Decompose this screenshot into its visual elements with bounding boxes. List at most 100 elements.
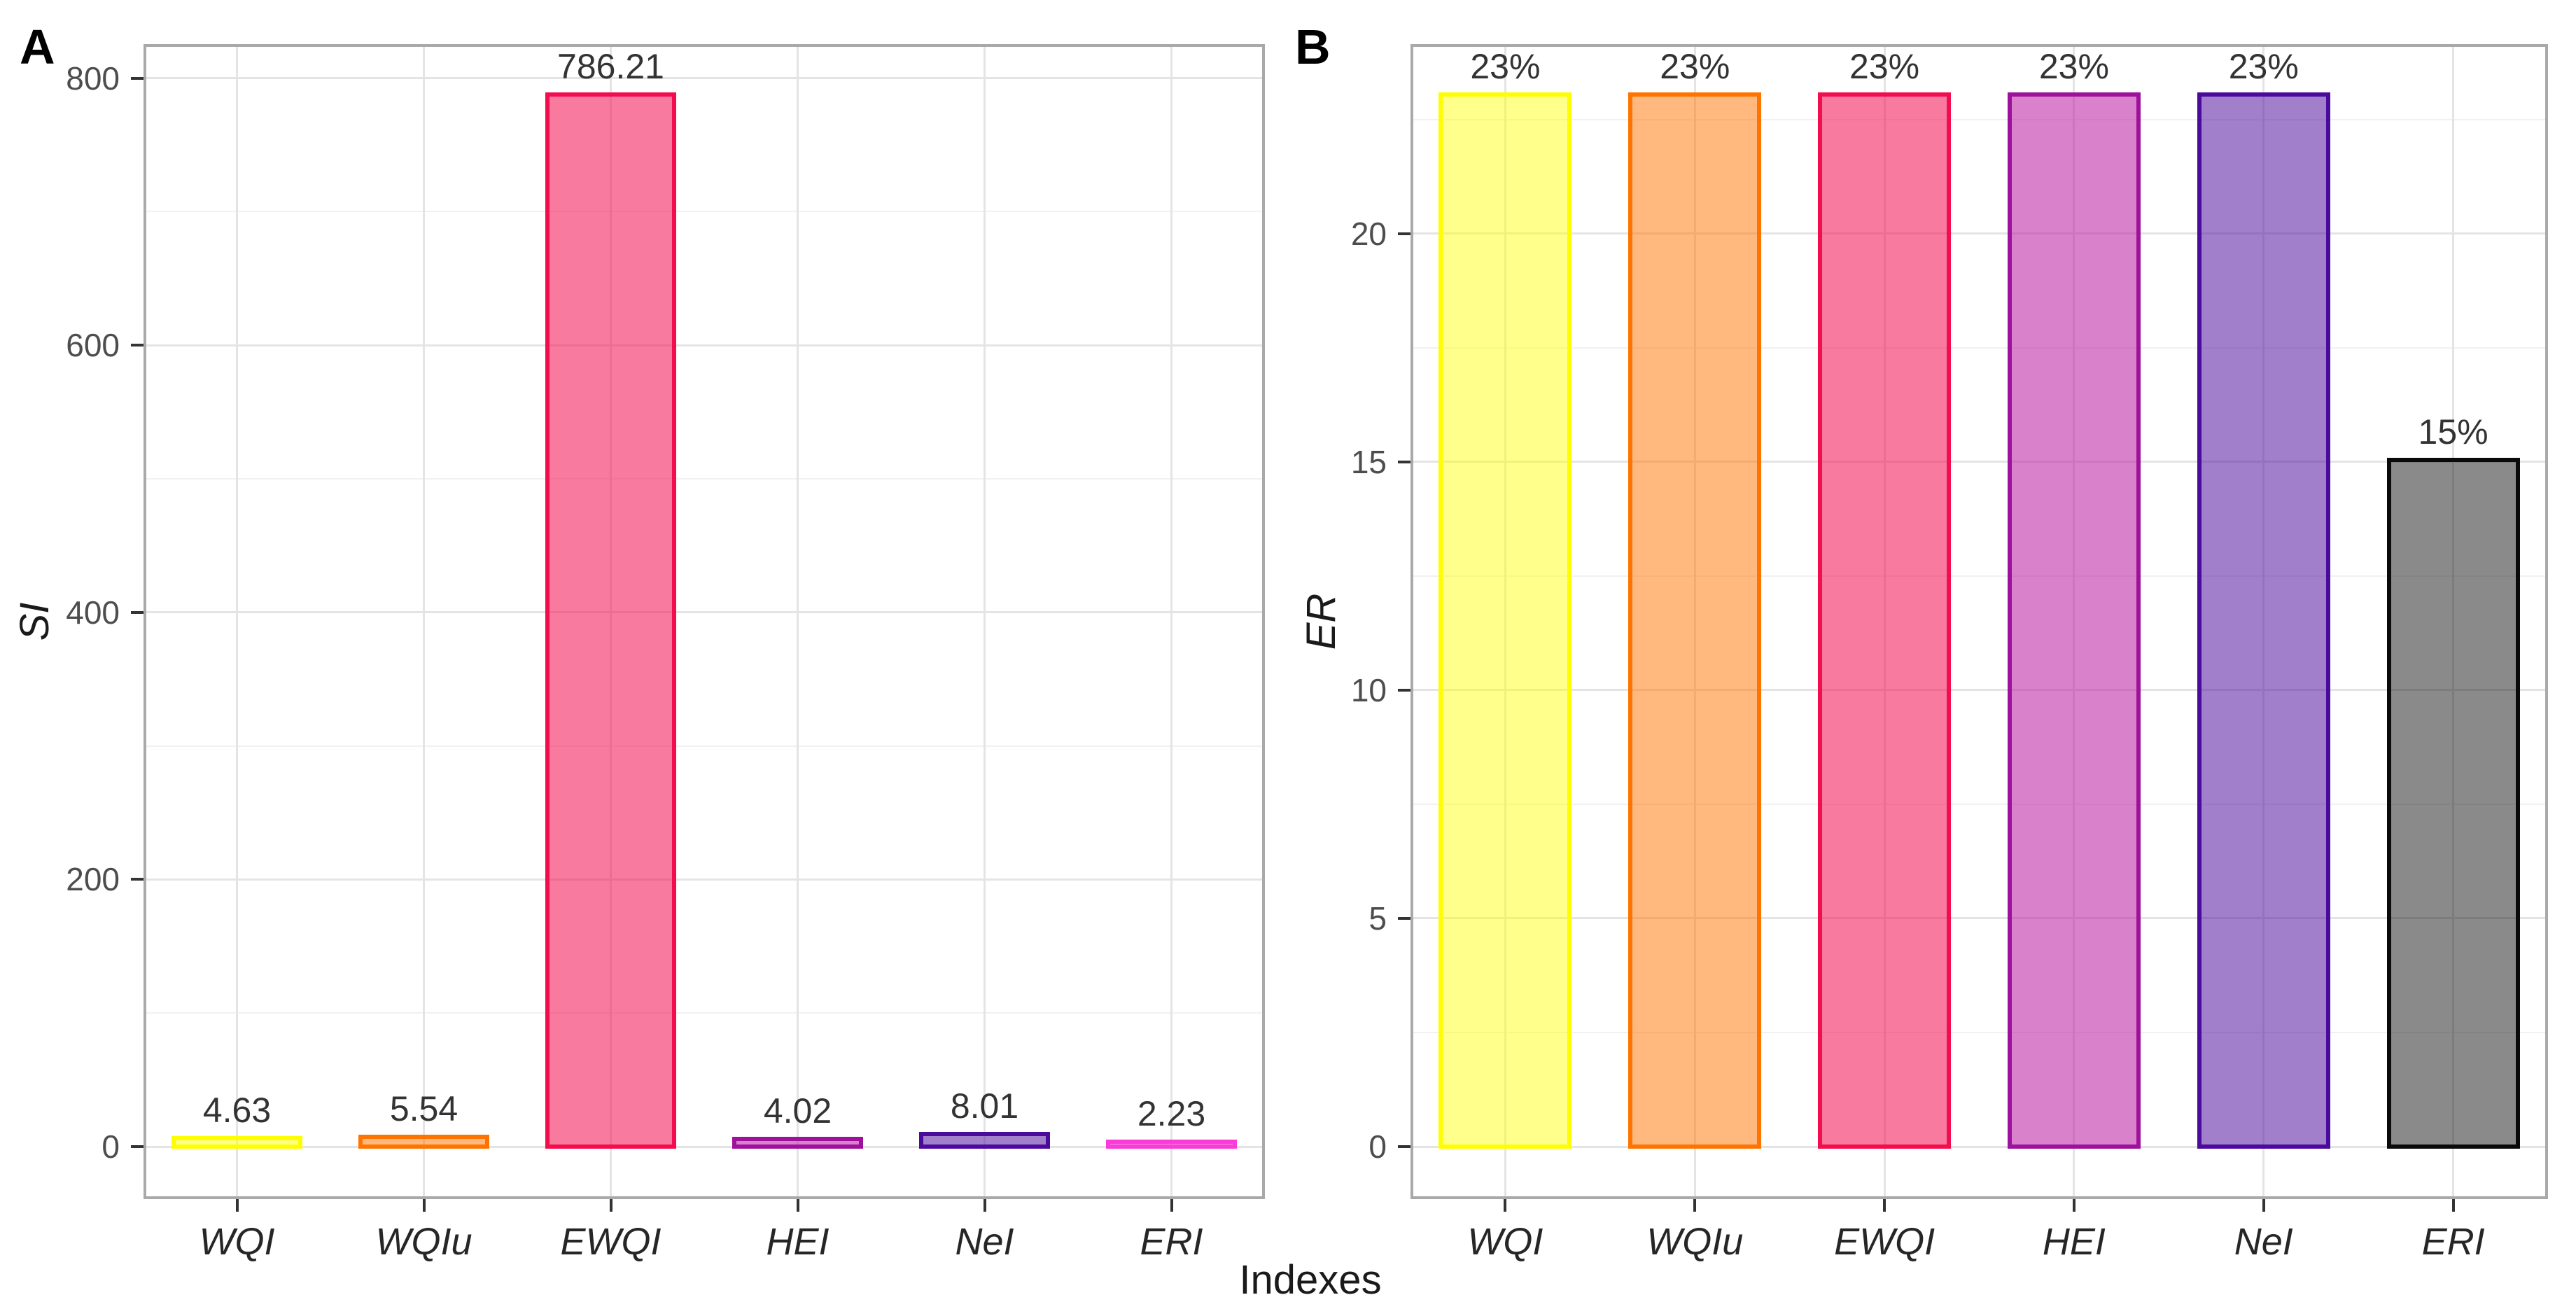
- x-axis-tick-label-nei-panel-a: NeI: [955, 1221, 1014, 1263]
- y-axis-tick-panel-b: [1398, 688, 1410, 692]
- h-gridline-major-panel-b: [1410, 232, 2548, 235]
- bar-value-label-eri-panel-b: 15%: [2418, 412, 2488, 451]
- x-axis-tick-hei-panel-a: [796, 1199, 799, 1212]
- x-axis-tick-wqiu-panel-b: [1693, 1199, 1697, 1212]
- bar-wqiu-panel-a: [358, 1135, 489, 1149]
- h-gridline-major-panel-a: [144, 878, 1265, 881]
- y-axis-tick-label-panel-b: 5: [1368, 899, 1387, 937]
- h-gridline-major-panel-a: [144, 1145, 1265, 1148]
- y-axis-tick-label-panel-a: 0: [102, 1128, 120, 1165]
- bar-wqi-panel-a: [172, 1136, 302, 1149]
- bar-value-label-wqiu-panel-a: 5.54: [389, 1089, 458, 1129]
- y-axis-tick-label-panel-a: 200: [66, 861, 120, 898]
- h-gridline-minor-panel-a: [144, 478, 1265, 480]
- v-gridline-hei-panel-a: [797, 44, 799, 1199]
- y-axis-tick-panel-b: [1398, 916, 1410, 920]
- x-axis-tick-nei-panel-a: [983, 1199, 986, 1212]
- x-axis-tick-label-eri-panel-a: ERI: [1140, 1221, 1203, 1263]
- bar-hei-panel-a: [732, 1137, 863, 1149]
- x-axis-tick-nei-panel-b: [2262, 1199, 2265, 1212]
- x-axis-tick-eri-panel-a: [1170, 1199, 1173, 1212]
- y-axis-tick-label-panel-b: 20: [1350, 215, 1387, 252]
- bar-value-label-nei-panel-a: 8.01: [950, 1086, 1019, 1126]
- panel-a-letter: A: [20, 20, 55, 74]
- y-axis-tick-panel-b: [1398, 232, 1410, 235]
- v-gridline-wqiu-panel-a: [423, 44, 425, 1199]
- y-axis-tick-panel-a: [131, 76, 144, 80]
- h-gridline-major-panel-b: [1410, 689, 2548, 692]
- y-axis-tick-panel-a: [131, 1145, 144, 1148]
- bar-value-label-wqi-panel-a: 4.63: [202, 1091, 272, 1130]
- h-gridline-minor-panel-b: [1410, 1031, 2548, 1033]
- y-axis-tick-label-panel-b: 0: [1368, 1128, 1387, 1165]
- panel-b-letter: B: [1295, 20, 1331, 74]
- y-axis-title-er: ER: [1298, 593, 1344, 650]
- h-gridline-major-panel-a: [144, 344, 1265, 346]
- bar-value-label-hei-panel-a: 4.02: [763, 1091, 832, 1131]
- x-axis-tick-label-ewqi-panel-b: EWQI: [1834, 1221, 1935, 1263]
- v-gridline-nei-panel-a: [983, 44, 986, 1199]
- x-axis-tick-wqi-panel-b: [1504, 1199, 1507, 1212]
- y-axis-tick-label-panel-b: 15: [1350, 443, 1387, 480]
- bar-ewqi-panel-b: [1818, 92, 1951, 1149]
- bar-nei-panel-b: [2197, 92, 2330, 1149]
- x-axis-tick-label-wqiu-panel-a: WQIu: [375, 1221, 472, 1263]
- h-gridline-minor-panel-a: [144, 745, 1265, 747]
- v-gridline-wqi-panel-a: [236, 44, 238, 1199]
- y-axis-tick-panel-b: [1398, 1145, 1410, 1148]
- x-axis-tick-wqiu-panel-a: [422, 1199, 426, 1212]
- x-axis-tick-label-ewqi-panel-a: EWQI: [560, 1221, 662, 1263]
- bar-wqi-panel-b: [1438, 92, 1572, 1149]
- x-axis-tick-eri-panel-b: [2451, 1199, 2455, 1212]
- y-axis-tick-panel-b: [1398, 460, 1410, 463]
- bar-value-label-wqiu-panel-b: 23%: [1660, 47, 1730, 86]
- h-gridline-minor-panel-a: [144, 1012, 1265, 1014]
- v-gridline-wqi-panel-b: [1504, 44, 1506, 1199]
- y-axis-tick-label-panel-a: 800: [66, 59, 120, 97]
- bar-value-label-nei-panel-b: 23%: [2228, 47, 2299, 86]
- y-axis-title-si: SI: [12, 602, 57, 641]
- h-gridline-minor-panel-b: [1410, 575, 2548, 577]
- x-axis-tick-label-hei-panel-b: HEI: [2042, 1221, 2106, 1263]
- bar-value-label-ewqi-panel-a: 786.21: [557, 46, 664, 86]
- x-axis-tick-ewqi-panel-a: [609, 1199, 612, 1212]
- bar-eri-panel-a: [1106, 1139, 1237, 1149]
- x-axis-tick-wqi-panel-a: [235, 1199, 239, 1212]
- y-axis-tick-label-panel-a: 600: [66, 327, 120, 364]
- h-gridline-major-panel-b: [1410, 1145, 2548, 1148]
- bar-value-label-ewqi-panel-b: 23%: [1849, 47, 1920, 86]
- bar-nei-panel-a: [919, 1131, 1050, 1149]
- h-gridline-minor-panel-b: [1410, 346, 2548, 349]
- bar-hei-panel-b: [2008, 92, 2141, 1149]
- x-axis-tick-label-nei-panel-b: NeI: [2234, 1221, 2293, 1263]
- panel-border-panel-b: [1410, 44, 2548, 1199]
- h-gridline-major-panel-a: [144, 77, 1265, 80]
- x-axis-title: Indexes: [1239, 1257, 1382, 1303]
- x-axis-tick-label-wqi-panel-b: WQI: [1467, 1221, 1544, 1263]
- v-gridline-eri-panel-a: [1170, 44, 1172, 1199]
- h-gridline-minor-panel-a: [144, 211, 1265, 213]
- bar-eri-panel-b: [2387, 457, 2520, 1149]
- x-axis-tick-label-wqiu-panel-b: WQIu: [1646, 1221, 1744, 1263]
- bar-value-label-hei-panel-b: 23%: [2038, 47, 2109, 86]
- y-axis-tick-label-panel-a: 400: [66, 594, 120, 631]
- x-axis-tick-label-eri-panel-b: ERI: [2421, 1221, 2485, 1263]
- v-gridline-eri-panel-b: [2452, 44, 2455, 1199]
- x-axis-tick-ewqi-panel-b: [1883, 1199, 1886, 1212]
- bar-value-label-wqi-panel-b: 23%: [1470, 47, 1541, 86]
- y-axis-tick-panel-a: [131, 610, 144, 614]
- y-axis-tick-label-panel-b: 10: [1350, 671, 1387, 708]
- h-gridline-minor-panel-b: [1410, 803, 2548, 805]
- x-axis-tick-label-hei-panel-a: HEI: [766, 1221, 830, 1263]
- h-gridline-major-panel-a: [144, 611, 1265, 614]
- h-gridline-minor-panel-b: [1410, 118, 2548, 120]
- y-axis-tick-panel-a: [131, 344, 144, 347]
- y-axis-tick-panel-a: [131, 878, 144, 881]
- bar-wqiu-panel-b: [1628, 92, 1761, 1149]
- bar-value-label-eri-panel-a: 2.23: [1137, 1093, 1206, 1133]
- panel-border-panel-a: [144, 44, 1265, 1199]
- x-axis-tick-hei-panel-b: [2072, 1199, 2076, 1212]
- bar-ewqi-panel-a: [545, 92, 676, 1149]
- x-axis-tick-label-wqi-panel-a: WQI: [199, 1221, 275, 1263]
